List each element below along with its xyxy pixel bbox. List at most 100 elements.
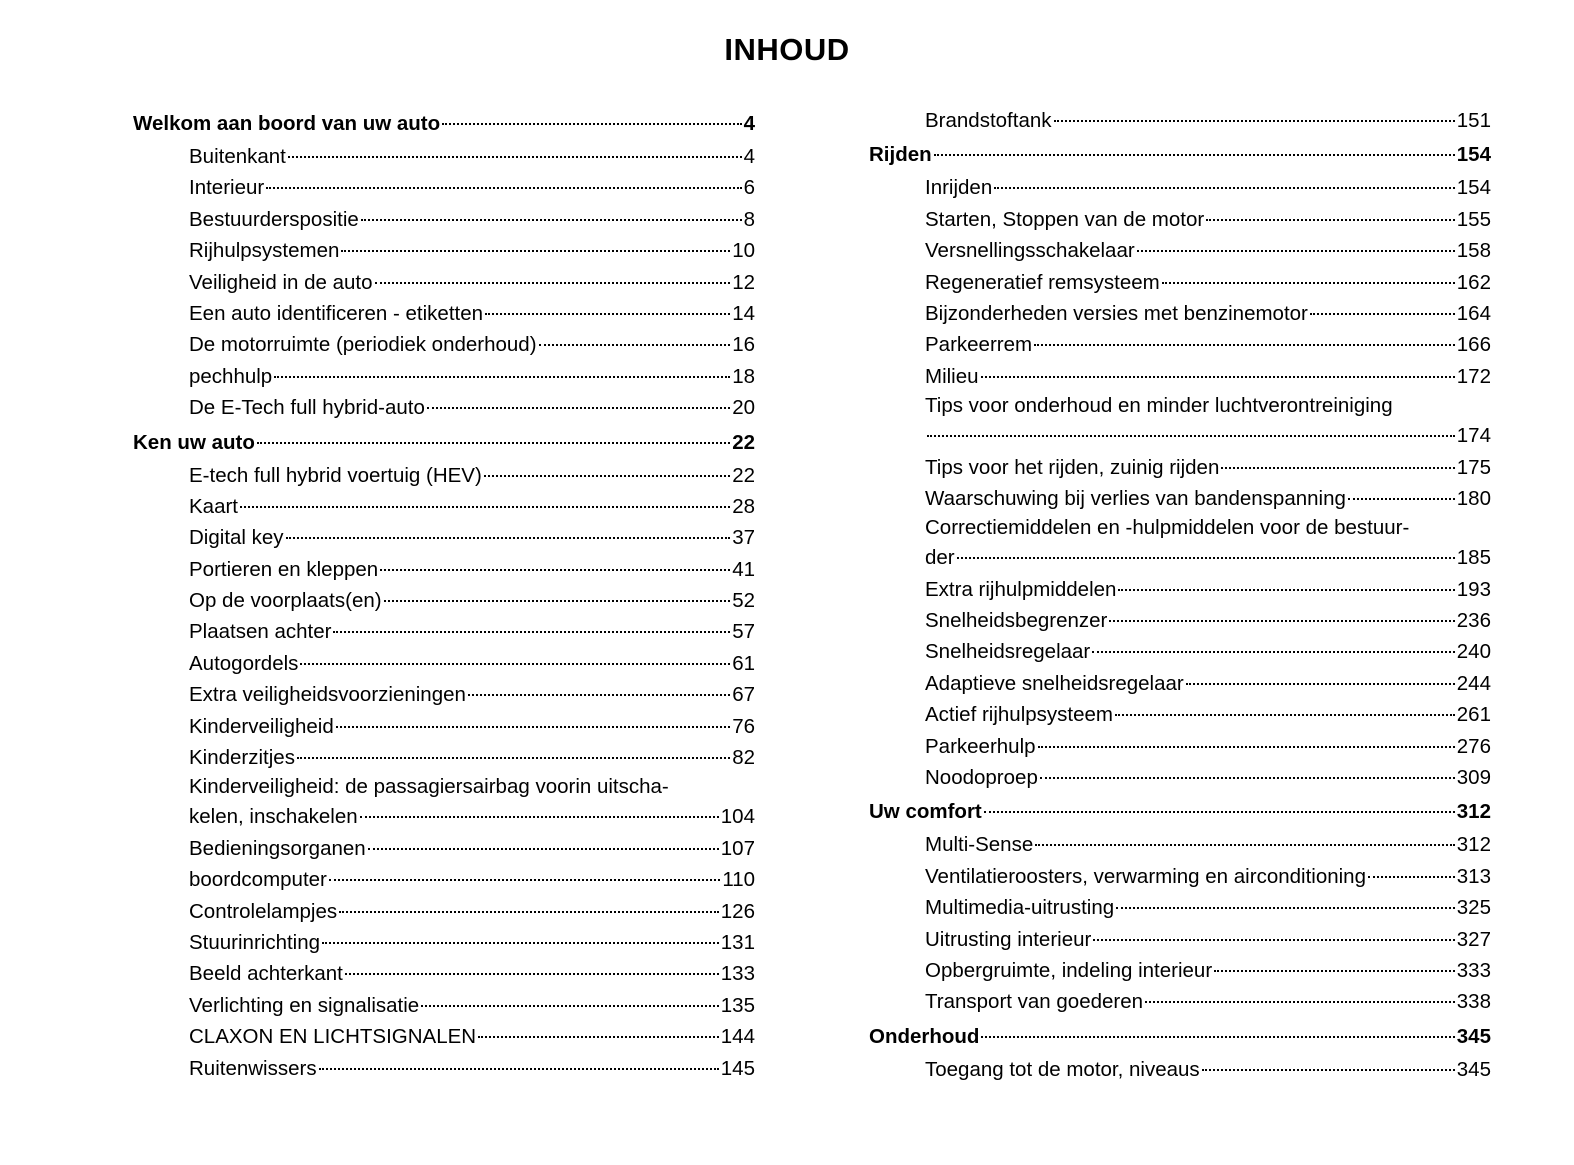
toc-entry[interactable]: Kaart 28 — [133, 491, 755, 522]
page-number: 175 — [1456, 455, 1491, 479]
page-number: 276 — [1456, 734, 1491, 758]
toc-entry[interactable]: Extra veiligheidsvoorzieningen 67 — [133, 679, 755, 710]
toc-entry[interactable]: Opbergruimte, indeling interieur 333 — [869, 955, 1491, 986]
dot-leader — [1221, 466, 1455, 469]
toc-entry[interactable]: Inrijden 154 — [869, 172, 1491, 203]
toc-entry-label: Plaatsen achter — [189, 620, 332, 644]
toc-entry[interactable]: Snelheidsbegrenzer 236 — [869, 605, 1491, 636]
toc-entry[interactable]: Beeld achterkant 133 — [133, 958, 755, 989]
toc-entry[interactable]: Digital key 37 — [133, 522, 755, 553]
toc-entry[interactable]: Interieur 6 — [133, 172, 755, 203]
toc-entry[interactable]: Rijhulpsystemen 10 — [133, 235, 755, 266]
toc-entry[interactable]: Een auto identificeren - etiketten 14 — [133, 298, 755, 329]
toc-entry[interactable]: Snelheidsregelaar 240 — [869, 636, 1491, 667]
toc-entry[interactable]: Bestuurderspositie 8 — [133, 204, 755, 235]
toc-entry[interactable]: Versnellingsschakelaar 158 — [869, 235, 1491, 266]
toc-entry[interactable]: Buitenkant 4 — [133, 141, 755, 172]
toc-entry[interactable]: Adaptieve snelheidsregelaar 244 — [869, 668, 1491, 699]
toc-entry[interactable]: CLAXON EN LICHTSIGNALEN 144 — [133, 1021, 755, 1052]
toc-entry[interactable]: Kinderzitjes 82 — [133, 742, 755, 773]
toc-entry[interactable]: Milieu 172 — [869, 361, 1491, 392]
toc-entry-label: E-tech full hybrid voertuig (HEV) — [189, 463, 482, 487]
toc-entry-line1[interactable]: Kinderveiligheid: de passagiersairbag vo… — [133, 773, 755, 801]
page-number: 180 — [1456, 486, 1491, 510]
page-number: 61 — [732, 651, 755, 675]
dot-leader — [1114, 714, 1455, 717]
toc-entry[interactable]: Starten, Stoppen van de motor 155 — [869, 204, 1491, 235]
toc-entry-label: Parkeerhulp — [925, 734, 1036, 758]
toc-entry[interactable]: Autogordels 61 — [133, 648, 755, 679]
toc-section[interactable]: Rijden 154 — [869, 137, 1491, 172]
dot-leader — [335, 725, 731, 728]
page-number: 309 — [1456, 766, 1491, 790]
toc-section[interactable]: Uw comfort 312 — [869, 794, 1491, 829]
toc-entry[interactable]: Transport van goederen 338 — [869, 986, 1491, 1017]
toc-entry-label: Extra veiligheidsvoorzieningen — [189, 683, 466, 707]
toc-entry[interactable]: Kinderveiligheid 76 — [133, 711, 755, 742]
toc-entry-label: Toegang tot de motor, niveaus — [925, 1057, 1200, 1081]
toc-entry[interactable]: Actief rijhulpsysteem 261 — [869, 699, 1491, 730]
toc-entry[interactable]: Stuurinrichting 131 — [133, 927, 755, 958]
toc-entry[interactable]: De E-Tech full hybrid-auto 20 — [133, 392, 755, 423]
toc-section-label: Onderhoud — [869, 1024, 980, 1048]
toc-entry[interactable]: Bedieningsorganen 107 — [133, 833, 755, 864]
toc-entry[interactable]: Brandstoftank 151 — [869, 105, 1491, 136]
toc-entry-label: Transport van goederen — [925, 990, 1144, 1014]
toc-entry[interactable]: boordcomputer 110 — [133, 864, 755, 895]
toc-entry[interactable]: Extra rijhulpmiddelen 193 — [869, 574, 1491, 605]
toc-entry-label: Parkeerrem — [925, 333, 1033, 357]
page-number: 166 — [1456, 333, 1491, 357]
toc-entry-label: Bedieningsorganen — [189, 836, 366, 860]
toc-entry[interactable]: kelen, inschakelen 104 — [133, 801, 755, 832]
toc-entry[interactable]: Plaatsen achter 57 — [133, 616, 755, 647]
page-number: 131 — [720, 930, 755, 954]
page-number: 82 — [732, 746, 755, 770]
toc-section[interactable]: Onderhoud 345 — [869, 1019, 1491, 1054]
toc-entry[interactable]: Parkeerrem 166 — [869, 329, 1491, 360]
toc-entry[interactable]: Tips voor het rijden, zuinig rijden 175 — [869, 452, 1491, 483]
page-number: 174 — [1456, 424, 1491, 448]
toc-entry[interactable]: Verlichting en signalisatie 135 — [133, 990, 755, 1021]
toc-entry[interactable]: Bijzonderheden versies met benzinemotor 1… — [869, 298, 1491, 329]
toc-entry-label: Een auto identificeren - etiketten — [189, 301, 484, 325]
toc-entry[interactable]: Controlelampjes 126 — [133, 896, 755, 927]
page-number: 57 — [732, 620, 755, 644]
toc-section[interactable]: Welkom aan boord van uw auto 4 — [133, 106, 755, 141]
toc-entry-label: Stuurinrichting — [189, 930, 321, 954]
toc-entry[interactable]: Toegang tot de motor, niveaus 345 — [869, 1054, 1491, 1085]
toc-entry[interactable]: Veiligheid in de auto 12 — [133, 267, 755, 298]
toc-entry[interactable]: Regeneratief remsysteem 162 — [869, 267, 1491, 298]
toc-entry[interactable]: E-tech full hybrid voertuig (HEV) 22 — [133, 460, 755, 491]
toc-entry-label: De motorruimte (periodiek onderhoud) — [189, 333, 537, 357]
toc-entry[interactable]: Multimedia-uitrusting 325 — [869, 892, 1491, 923]
toc-entry[interactable]: Multi-Sense 312 — [869, 829, 1491, 860]
toc-section[interactable]: Ken uw auto 22 — [133, 425, 755, 460]
page-number: 244 — [1456, 671, 1491, 695]
toc-entry[interactable]: 174 — [869, 420, 1491, 451]
page-number: 22 — [732, 463, 755, 487]
page-number: 126 — [720, 899, 755, 923]
page-number: 172 — [1456, 364, 1491, 388]
toc-entry[interactable]: De motorruimte (periodiek onderhoud) 16 — [133, 329, 755, 360]
dot-leader — [483, 474, 731, 477]
page-number: 333 — [1456, 958, 1491, 982]
toc-entry-line1[interactable]: Correctiemiddelen en -hulpmiddelen voor … — [869, 514, 1491, 542]
toc-entry[interactable]: Noodoproep 309 — [869, 762, 1491, 793]
toc-entry-label: Kinderveiligheid: de passagiersairbag vo… — [189, 775, 669, 799]
toc-entry-line1[interactable]: Tips voor onderhoud en minder luchtveron… — [869, 392, 1491, 420]
toc-entry[interactable]: Waarschuwing bij verlies van bandenspann… — [869, 483, 1491, 514]
dot-leader — [1092, 651, 1455, 654]
toc-entry[interactable]: pechhulp 18 — [133, 361, 755, 392]
toc-entry-label: Multimedia-uitrusting — [925, 896, 1115, 920]
toc-entry[interactable]: Uitrusting interieur 327 — [869, 924, 1491, 955]
page-number: 325 — [1456, 896, 1491, 920]
toc-entry[interactable]: Portieren en kleppen 41 — [133, 554, 755, 585]
toc-entry[interactable]: Parkeerhulp 276 — [869, 731, 1491, 762]
toc-entry[interactable]: der 185 — [869, 542, 1491, 573]
dot-leader — [538, 344, 731, 347]
page-number: 20 — [732, 396, 755, 420]
page-number: 185 — [1456, 546, 1491, 570]
toc-entry[interactable]: Ruitenwissers 145 — [133, 1053, 755, 1084]
toc-entry[interactable]: Ventilatieroosters, verwarming en aircon… — [869, 861, 1491, 892]
toc-entry[interactable]: Op de voorplaats(en) 52 — [133, 585, 755, 616]
